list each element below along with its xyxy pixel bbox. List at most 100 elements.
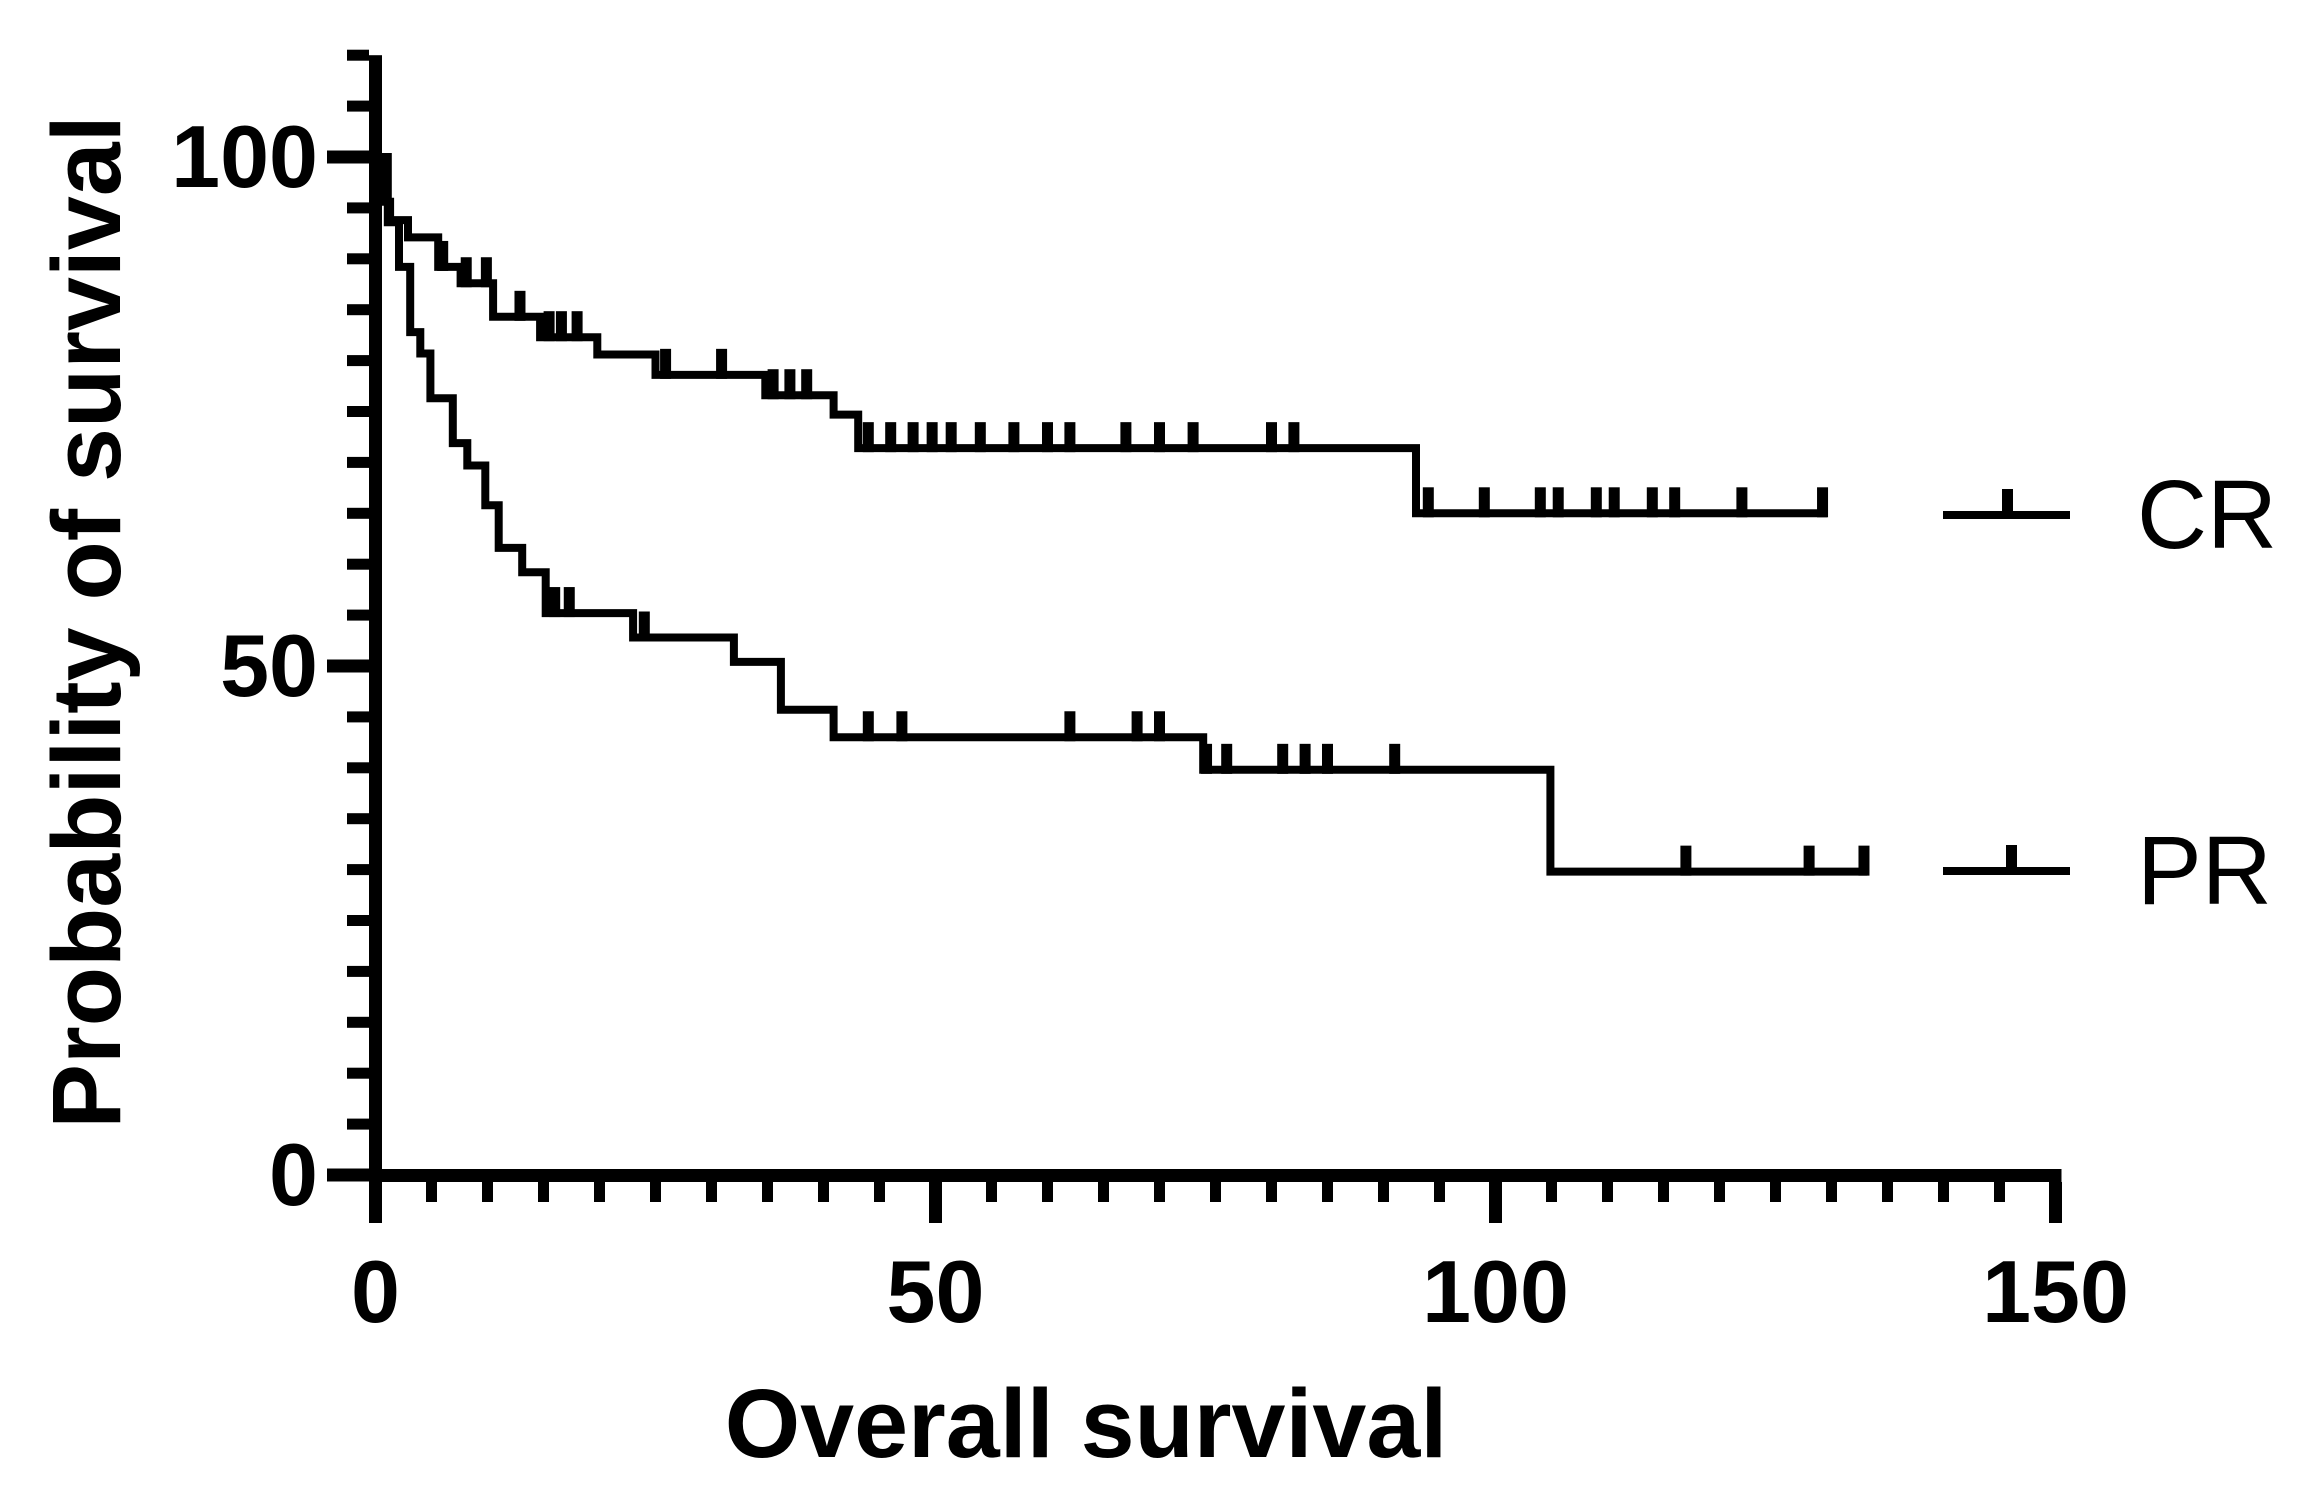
censor-tick-cr — [1042, 422, 1053, 453]
censor-tick-cr — [437, 240, 449, 271]
y-tick-label-50: 50 — [220, 616, 318, 715]
x-minor-tick — [426, 1182, 437, 1202]
censor-tick-pr — [563, 587, 575, 618]
censor-tick-cr — [885, 422, 897, 453]
x-tick-label-0: 0 — [351, 1242, 400, 1341]
censor-tick-pr — [1803, 845, 1815, 876]
legend-cr-line-symbol — [1943, 489, 2070, 519]
y-minor-tick — [347, 253, 369, 265]
censor-tick-pr — [549, 587, 561, 618]
curve-pr — [375, 153, 1868, 876]
censor-tick-cr — [1646, 487, 1658, 518]
censor-tick-cr — [555, 311, 567, 342]
y-minor-tick — [347, 355, 369, 367]
censor-tick-cr — [480, 257, 492, 288]
censor-tick-cr — [1817, 487, 1829, 518]
x-minor-tick — [538, 1182, 549, 1202]
y-major-tick — [327, 1168, 369, 1182]
x-minor-tick — [986, 1182, 997, 1202]
censor-tick-cr — [1422, 487, 1434, 518]
censor-tick-cr — [716, 348, 728, 379]
censor-tick-pr — [1131, 711, 1143, 742]
x-minor-tick — [650, 1182, 661, 1202]
censor-tick-pr — [896, 711, 908, 742]
censor-tick-cr — [1552, 487, 1564, 518]
x-minor-tick — [1714, 1182, 1725, 1202]
x-tick-label-150: 150 — [1982, 1242, 2129, 1341]
y-minor-tick — [347, 304, 369, 316]
x-minor-tick — [1994, 1182, 2005, 1202]
x-minor-tick — [1098, 1182, 1109, 1202]
y-minor-tick — [347, 864, 369, 876]
y-tick-label-0: 0 — [269, 1125, 318, 1224]
legend-entry-pr: PR — [1943, 819, 2308, 929]
y-tick-label-100: 100 — [171, 107, 318, 206]
censor-tick-cr — [1534, 487, 1546, 518]
censor-tick-cr — [1590, 487, 1602, 518]
censor-tick-pr — [1154, 711, 1165, 742]
censor-tick-cr — [862, 422, 874, 453]
x-minor-tick — [1266, 1182, 1277, 1202]
x-minor-tick — [1658, 1182, 1669, 1202]
y-minor-tick — [347, 406, 369, 417]
curve-cr — [375, 153, 1827, 518]
censor-tick-cr — [1154, 422, 1165, 453]
x-minor-tick — [1322, 1182, 1333, 1202]
x-major-tick — [369, 1182, 382, 1223]
censor-tick-cr — [945, 422, 957, 453]
y-minor-tick — [347, 609, 369, 621]
censor-tick-cr — [974, 422, 986, 453]
censor-tick-cr — [1008, 422, 1020, 453]
y-minor-tick — [347, 965, 369, 977]
x-minor-tick — [706, 1182, 717, 1202]
x-minor-tick — [818, 1182, 829, 1202]
legend-entry-cr: CR — [1943, 463, 2308, 573]
x-minor-tick — [1154, 1182, 1165, 1202]
legend-pr-line-symbol — [1943, 845, 2070, 875]
y-minor-tick — [347, 813, 369, 825]
censor-tick-pr — [1064, 711, 1076, 742]
censor-tick-pr — [1389, 743, 1401, 774]
y-minor-tick — [347, 1067, 369, 1079]
x-minor-tick — [1434, 1182, 1445, 1202]
x-minor-tick — [762, 1182, 773, 1202]
y-minor-tick — [347, 762, 369, 774]
censor-tick-cr — [1187, 422, 1199, 453]
censor-tick-cr — [784, 369, 796, 400]
x-minor-tick — [1042, 1182, 1053, 1202]
censor-tick-pr — [1680, 845, 1692, 876]
x-axis-line — [369, 1169, 2062, 1182]
x-minor-tick — [1602, 1182, 1613, 1202]
x-major-tick — [929, 1182, 942, 1223]
y-minor-tick — [347, 456, 369, 468]
x-minor-tick — [1938, 1182, 1949, 1202]
x-minor-tick — [594, 1182, 605, 1202]
x-tick-label-100: 100 — [1422, 1242, 1569, 1341]
censor-tick-pr — [638, 611, 650, 642]
censor-tick-cr — [1736, 487, 1748, 518]
x-tick-label-50: 50 — [886, 1242, 985, 1341]
censor-tick-pr — [1858, 845, 1870, 876]
censor-tick-cr — [660, 348, 672, 379]
y-minor-tick — [347, 1016, 369, 1028]
censor-tick-cr — [543, 311, 555, 342]
x-minor-tick — [1546, 1182, 1557, 1202]
x-minor-tick — [1770, 1182, 1781, 1202]
censor-tick-cr — [1478, 487, 1490, 518]
censor-tick-cr — [514, 290, 526, 321]
censor-tick-cr — [767, 369, 779, 400]
censor-tick-cr — [801, 369, 813, 400]
censor-tick-pr — [1201, 743, 1213, 774]
y-axis-spine — [369, 55, 382, 1183]
x-minor-tick — [482, 1182, 493, 1202]
y-minor-tick — [347, 507, 369, 519]
censor-tick-cr — [907, 422, 919, 453]
censor-tick-cr — [1608, 487, 1620, 518]
y-minor-tick — [347, 100, 369, 112]
censor-tick-pr — [1299, 743, 1311, 774]
y-minor-tick — [347, 49, 369, 61]
y-minor-tick — [347, 558, 369, 570]
x-minor-tick — [1826, 1182, 1837, 1202]
